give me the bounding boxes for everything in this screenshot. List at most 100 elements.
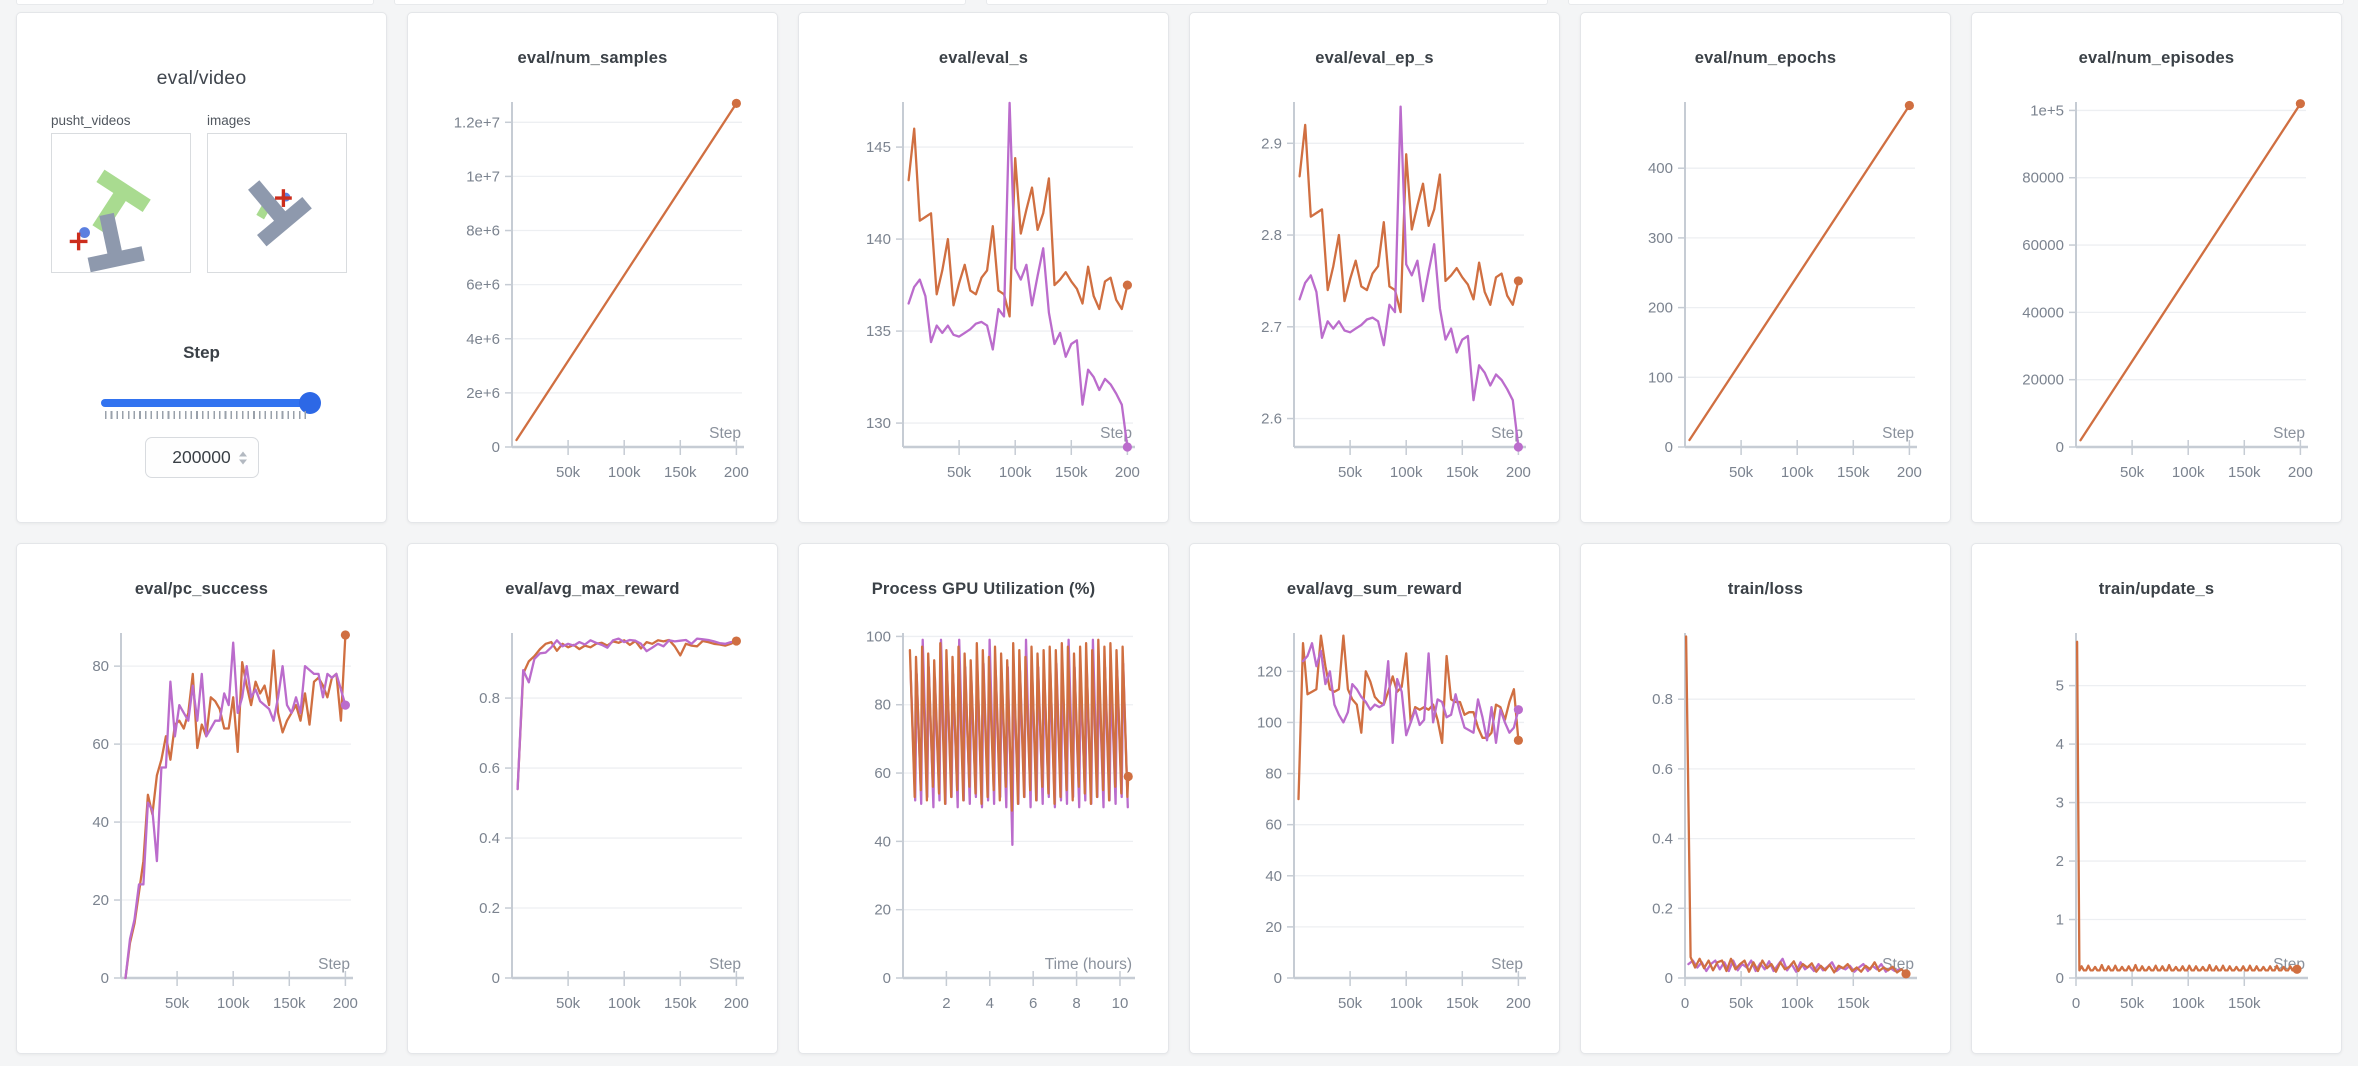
svg-text:2.8: 2.8 — [1261, 227, 1282, 244]
series-line-orange-run — [2079, 102, 2302, 442]
svg-text:150k: 150k — [664, 995, 697, 1012]
svg-text:150k: 150k — [1837, 464, 1870, 481]
panel-eval-num-episodes: eval/num_episodes 0 20000 40000 60000 80000 1e… — [1971, 12, 2342, 523]
svg-text:0: 0 — [1274, 970, 1282, 987]
svg-text:135: 135 — [866, 323, 891, 340]
chart-title: eval/num_epochs — [1694, 49, 1837, 67]
panel-eval-pc-success: eval/pc_success 0 20 40 60 80 50k 100k 150k 200 St… — [16, 543, 387, 1054]
media-label-images: images — [207, 113, 251, 128]
eval-num-episodes-chart[interactable]: 0 20000 40000 60000 80000 1e+5 50k 100k 150k 200 S… — [1972, 61, 2343, 522]
svg-text:8e+6: 8e+6 — [466, 223, 500, 240]
video-thumbnail-images[interactable] — [207, 133, 347, 273]
svg-text:60000: 60000 — [2022, 237, 2064, 254]
svg-text:200: 200 — [1506, 995, 1531, 1012]
series-end-dot-orange-run — [1122, 280, 1132, 290]
series-line-purple-run — [516, 637, 738, 791]
svg-text:200: 200 — [1897, 464, 1922, 481]
svg-text:100: 100 — [1648, 369, 1673, 386]
svg-text:400: 400 — [1648, 160, 1673, 177]
series-end-dot-purple-run — [1513, 442, 1523, 452]
svg-text:0: 0 — [2056, 970, 2064, 987]
series-line-orange-run — [515, 102, 738, 442]
series-end-dot-orange-run — [1904, 100, 1914, 111]
svg-text:60: 60 — [92, 736, 109, 753]
scrolled-panel-fragment — [986, 0, 1548, 5]
svg-text:5: 5 — [2056, 678, 2064, 695]
svg-text:4e+6: 4e+6 — [466, 331, 500, 348]
eval-avg-sum-reward-chart[interactable]: 0 20 40 60 80 100 120 50k 100k 150k 200 Step — [1190, 592, 1561, 1053]
eval-eval-ep-s-chart[interactable]: 2.6 2.7 2.8 2.9 50k 100k 150k 200 Step — [1190, 61, 1561, 522]
eval-pc-success-chart[interactable]: 0 20 40 60 80 50k 100k 150k 200 Step — [17, 592, 388, 1053]
series-end-dot-orange-run — [1513, 735, 1523, 745]
target-cross-icon — [275, 189, 292, 207]
svg-text:100k: 100k — [1781, 995, 1814, 1012]
svg-text:1e+5: 1e+5 — [2030, 102, 2064, 119]
svg-text:0.4: 0.4 — [479, 830, 500, 847]
svg-text:0.2: 0.2 — [1652, 900, 1673, 917]
svg-text:200: 200 — [1648, 300, 1673, 317]
stepper-arrows[interactable] — [238, 451, 247, 464]
svg-text:200: 200 — [2288, 464, 2313, 481]
svg-text:0: 0 — [2056, 439, 2064, 456]
series-line-orange-run — [908, 638, 1130, 812]
svg-text:0.6: 0.6 — [1652, 761, 1673, 778]
stepper-down-icon[interactable] — [238, 459, 247, 464]
series-line-purple-run — [907, 101, 1129, 449]
eval-avg-max-reward-chart[interactable]: 0 0.2 0.4 0.6 0.8 50k 100k 150k 200 Step — [408, 592, 779, 1053]
step-value[interactable]: 200000 — [172, 447, 231, 467]
slider-thumb[interactable] — [299, 392, 321, 414]
svg-text:8: 8 — [1072, 995, 1080, 1012]
series-end-dot-orange-run — [1901, 969, 1911, 979]
block-t-shape — [87, 212, 145, 273]
svg-text:2.6: 2.6 — [1261, 411, 1282, 428]
svg-text:6: 6 — [1029, 995, 1037, 1012]
svg-text:200: 200 — [1506, 464, 1531, 481]
svg-text:80: 80 — [92, 658, 109, 675]
svg-text:20: 20 — [1265, 919, 1282, 936]
svg-text:40: 40 — [1265, 868, 1282, 885]
video-thumbnail-pusht[interactable] — [51, 133, 191, 273]
svg-text:50k: 50k — [1729, 464, 1754, 481]
svg-text:100k: 100k — [999, 464, 1032, 481]
agent-dot — [79, 227, 90, 238]
process-gpu-utilization-chart[interactable]: 0 20 40 60 80 100 2 4 6 8 10 Time (hours) — [799, 592, 1170, 1053]
step-value-input[interactable]: 200000 — [144, 437, 259, 478]
scrolled-panel-fragment — [16, 0, 374, 5]
svg-text:80: 80 — [874, 697, 891, 714]
svg-text:20: 20 — [874, 902, 891, 919]
x-axis-label: Step — [1491, 956, 1523, 973]
slider-track[interactable] — [101, 399, 317, 407]
svg-text:100k: 100k — [1781, 464, 1814, 481]
svg-text:100k: 100k — [217, 995, 250, 1012]
step-slider[interactable] — [101, 392, 321, 425]
svg-text:200: 200 — [724, 464, 749, 481]
svg-text:150k: 150k — [1446, 464, 1479, 481]
series-line-orange-run — [1297, 634, 1520, 801]
scrolled-panel-fragment — [394, 0, 966, 5]
svg-text:10: 10 — [1112, 995, 1129, 1012]
images-scene — [248, 180, 312, 247]
stepper-up-icon[interactable] — [238, 451, 247, 456]
chart-title: eval/eval_ep_s — [1315, 49, 1434, 67]
pusht-scene — [69, 169, 151, 273]
svg-text:50k: 50k — [2120, 464, 2145, 481]
svg-text:50k: 50k — [1338, 995, 1363, 1012]
series-end-dot-orange-run — [1123, 771, 1133, 782]
chart-title: train/update_s — [2098, 580, 2215, 598]
svg-text:50k: 50k — [165, 995, 190, 1012]
chart-title: eval/pc_success — [134, 580, 269, 598]
svg-text:0.8: 0.8 — [1652, 691, 1673, 708]
series-line-orange-run — [907, 127, 1129, 318]
svg-text:20000: 20000 — [2022, 372, 2064, 389]
svg-text:150k: 150k — [664, 464, 697, 481]
eval-num-samples-chart[interactable]: 0 2e+6 4e+6 6e+6 8e+6 1e+7 1.2e+7 50k 100k 150k 20… — [408, 61, 779, 522]
series-end-dot-orange-run — [2292, 964, 2302, 974]
chart-title: eval/eval_s — [938, 49, 1029, 67]
svg-text:0.6: 0.6 — [479, 760, 500, 777]
chart-title: eval/num_samples — [517, 49, 668, 67]
eval-num-epochs-chart[interactable]: 0 100 200 300 400 50k 100k 150k 200 Step — [1581, 61, 1952, 522]
svg-text:100k: 100k — [2172, 464, 2205, 481]
